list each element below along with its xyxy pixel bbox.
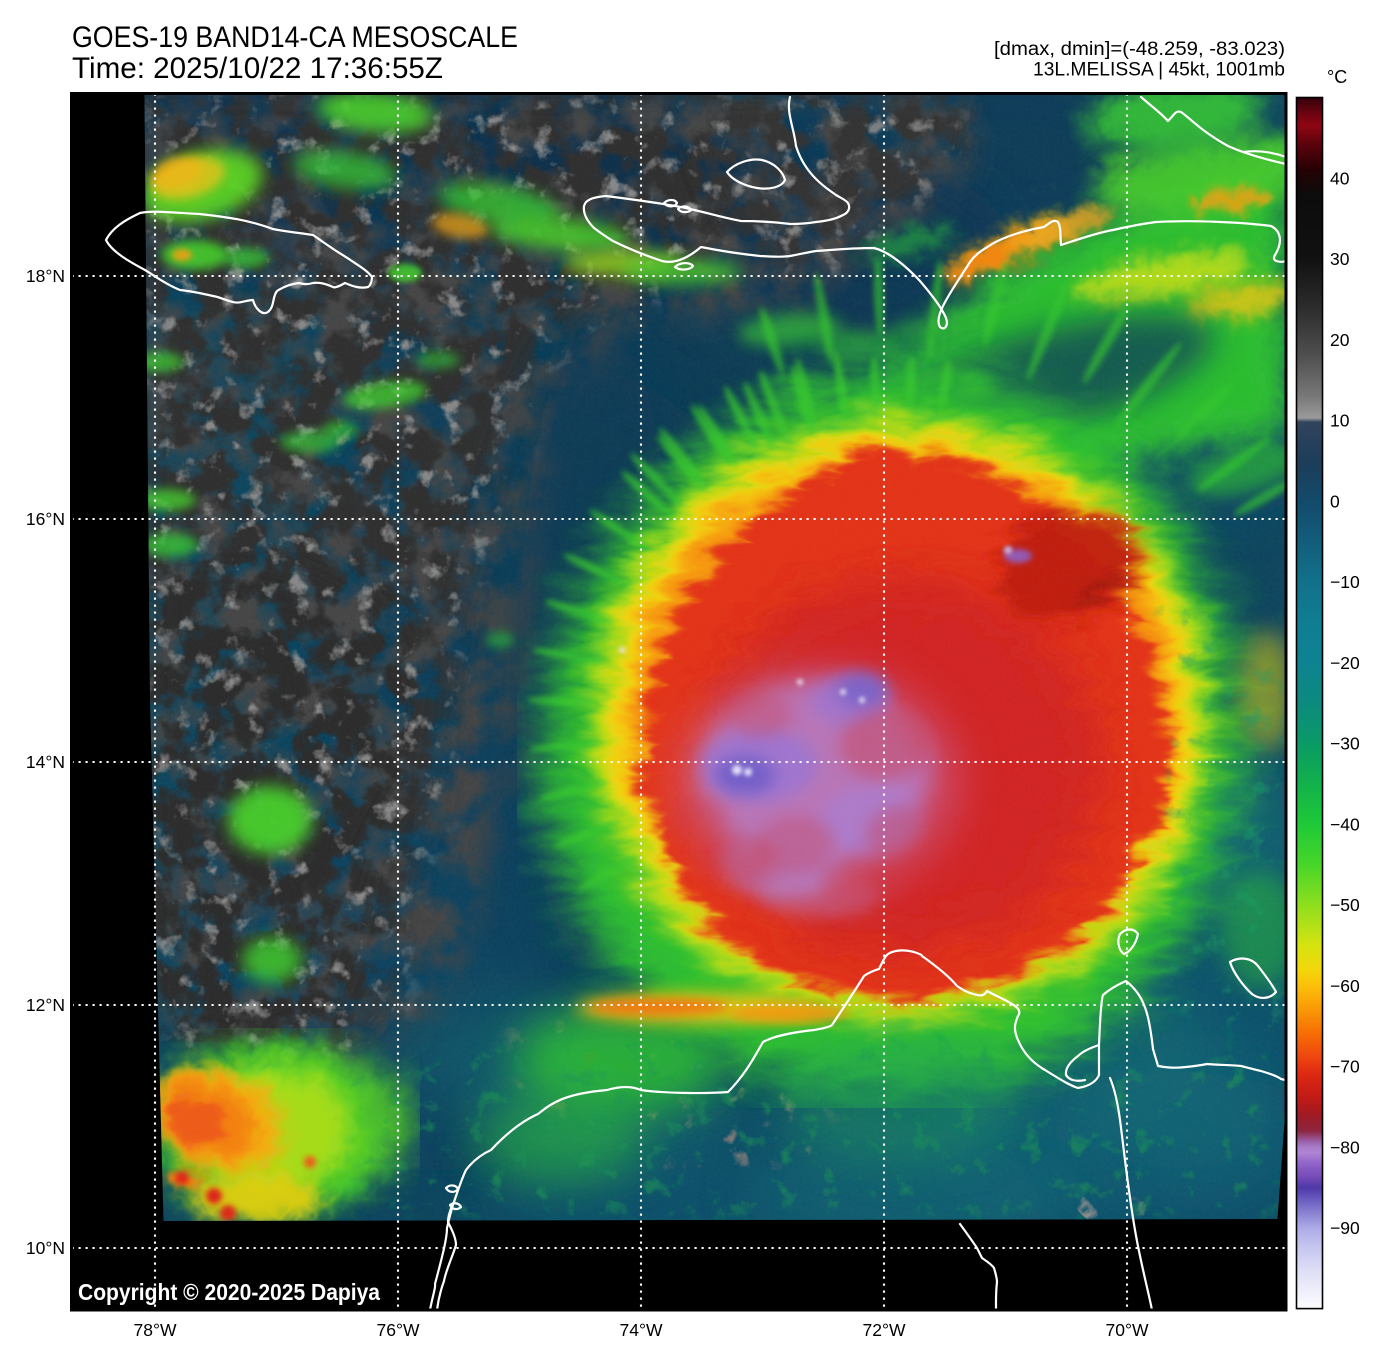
- svg-text:13L.MELISSA | 45kt, 1001mb: 13L.MELISSA | 45kt, 1001mb: [1033, 60, 1285, 81]
- svg-text:0: 0: [1330, 491, 1340, 511]
- svg-text:14°N: 14°N: [26, 752, 65, 772]
- svg-text:30: 30: [1330, 249, 1350, 269]
- svg-text:−30: −30: [1330, 734, 1360, 754]
- svg-text:−10: −10: [1330, 572, 1360, 592]
- svg-text:°C: °C: [1327, 67, 1347, 87]
- svg-text:40: 40: [1330, 168, 1350, 188]
- svg-text:18°N: 18°N: [26, 266, 65, 286]
- svg-text:Copyright © 2020-2025 Dapiya: Copyright © 2020-2025 Dapiya: [78, 1279, 380, 1305]
- svg-text:−20: −20: [1330, 653, 1360, 673]
- svg-text:−50: −50: [1330, 895, 1360, 915]
- svg-text:16°N: 16°N: [26, 509, 65, 529]
- svg-text:Time: 2025/10/22 17:36:55Z: Time: 2025/10/22 17:36:55Z: [72, 52, 443, 85]
- svg-text:74°W: 74°W: [620, 1320, 663, 1340]
- svg-text:70°W: 70°W: [1106, 1320, 1149, 1340]
- svg-text:78°W: 78°W: [134, 1320, 177, 1340]
- svg-text:−90: −90: [1330, 1218, 1360, 1238]
- svg-text:72°W: 72°W: [863, 1320, 906, 1340]
- svg-text:−40: −40: [1330, 814, 1360, 834]
- svg-text:10: 10: [1330, 411, 1350, 431]
- svg-text:−60: −60: [1330, 976, 1360, 996]
- svg-text:[dmax, dmin]=(-48.259, -83.023: [dmax, dmin]=(-48.259, -83.023): [994, 39, 1285, 60]
- svg-text:12°N: 12°N: [26, 995, 65, 1015]
- svg-text:20: 20: [1330, 330, 1350, 350]
- svg-text:−70: −70: [1330, 1057, 1360, 1077]
- svg-text:76°W: 76°W: [377, 1320, 420, 1340]
- svg-text:−80: −80: [1330, 1137, 1360, 1157]
- svg-text:GOES-19 BAND14-CA MESOSCALE: GOES-19 BAND14-CA MESOSCALE: [72, 21, 518, 54]
- svg-text:10°N: 10°N: [26, 1238, 65, 1258]
